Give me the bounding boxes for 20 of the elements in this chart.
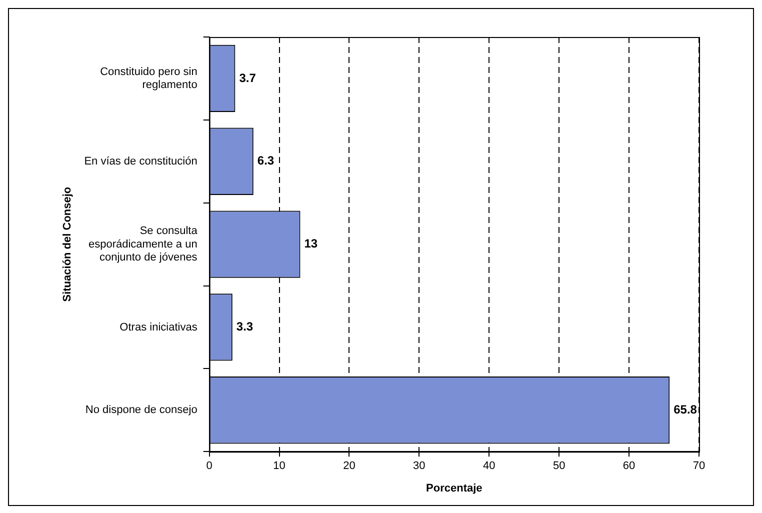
data-label: 6.3 xyxy=(257,154,274,168)
data-label: 3.7 xyxy=(239,70,256,85)
x-tick-label: 0 xyxy=(206,460,212,472)
x-tick-label: 60 xyxy=(622,460,636,472)
y-axis-title: Situación del Consejo xyxy=(62,186,74,302)
x-tick-label: 50 xyxy=(552,460,566,472)
data-label: 3.3 xyxy=(236,320,254,334)
y-tick-label: Se consulta esporádicamente a un conjunto de jóvenes xyxy=(88,225,198,264)
data-label: 65.8 xyxy=(674,402,698,416)
x-tick-label: 10 xyxy=(273,460,286,472)
y-tick-label: Constituido pero sin reglamento xyxy=(100,66,198,92)
x-tick-label: 70 xyxy=(692,460,706,472)
y-tick-label: Otras iniciativas xyxy=(120,321,198,334)
x-tick-label: 40 xyxy=(483,460,496,472)
x-tick-label: 20 xyxy=(343,460,356,472)
data-label: 13 xyxy=(304,236,318,251)
y-tick-label: En vías de constitución xyxy=(84,155,198,168)
x-axis-title: Porcentaje xyxy=(426,482,482,494)
x-tick-label: 30 xyxy=(413,460,426,472)
y-tick-label: No dispone de consejo xyxy=(85,404,198,416)
